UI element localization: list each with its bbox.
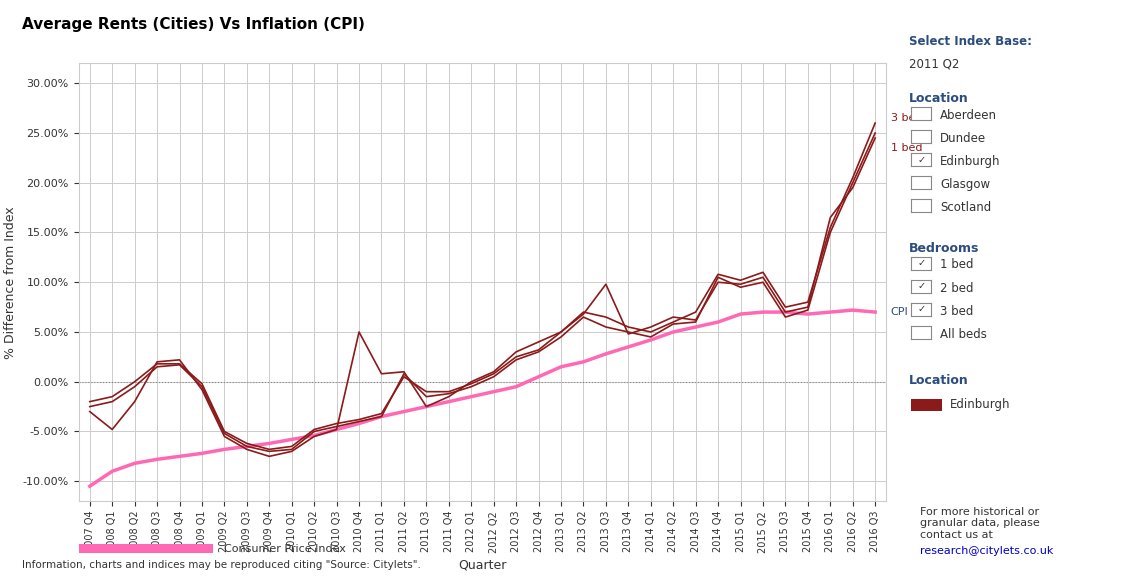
Text: 3 bed: 3 bed xyxy=(891,113,922,123)
Y-axis label: % Difference from Index: % Difference from Index xyxy=(4,206,17,358)
Text: Edinburgh: Edinburgh xyxy=(940,155,1001,168)
Text: All beds: All beds xyxy=(940,328,987,340)
Text: Information, charts and indices may be reproduced citing "Source: Citylets".: Information, charts and indices may be r… xyxy=(22,560,422,570)
Text: CPI: CPI xyxy=(891,307,909,317)
Text: Aberdeen: Aberdeen xyxy=(940,109,997,122)
Text: Bedrooms: Bedrooms xyxy=(909,242,980,255)
Text: ✓: ✓ xyxy=(917,154,926,165)
Text: Scotland: Scotland xyxy=(940,201,992,214)
Text: Edinburgh: Edinburgh xyxy=(950,399,1011,411)
Text: For more historical or
granular data, please
contact us at: For more historical or granular data, pl… xyxy=(920,507,1040,540)
Text: 3 bed: 3 bed xyxy=(940,305,974,317)
Text: ✓: ✓ xyxy=(917,281,926,291)
Text: research@citylets.co.uk: research@citylets.co.uk xyxy=(920,546,1054,556)
Text: Location: Location xyxy=(909,374,968,388)
Text: Glasgow: Glasgow xyxy=(940,178,991,191)
Text: Average Rents (Cities) Vs Inflation (CPI): Average Rents (Cities) Vs Inflation (CPI… xyxy=(22,17,366,32)
Text: ✓: ✓ xyxy=(917,304,926,314)
Text: 2011 Q2: 2011 Q2 xyxy=(909,58,959,71)
Text: 2 bed: 2 bed xyxy=(940,282,974,294)
Text: Consumer Price Index: Consumer Price Index xyxy=(224,544,347,554)
X-axis label: Quarter: Quarter xyxy=(458,558,507,571)
Text: 1 bed: 1 bed xyxy=(891,143,922,153)
Text: Dundee: Dundee xyxy=(940,132,986,145)
Text: 1 bed: 1 bed xyxy=(940,259,974,271)
Text: Location: Location xyxy=(909,92,968,105)
Text: Select Index Base:: Select Index Base: xyxy=(909,35,1032,48)
Text: ✓: ✓ xyxy=(917,258,926,268)
